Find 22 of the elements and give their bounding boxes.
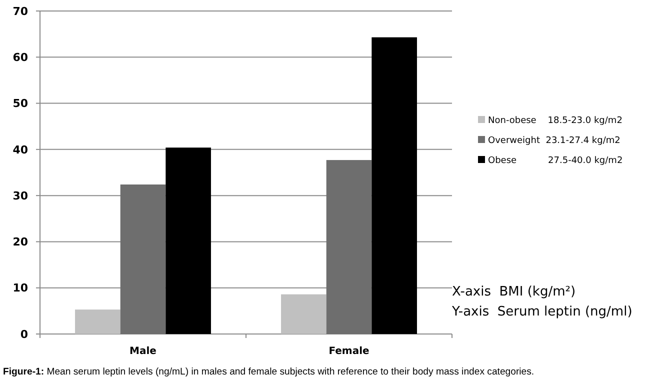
y-tick-label: 20 — [12, 236, 28, 249]
legend-label: Non-obese 18.5-23.0 kg/m2 — [488, 116, 622, 126]
legend-label: Obese 27.5-40.0 kg/m2 — [488, 156, 623, 166]
x-tick-label: Female — [328, 346, 370, 357]
x-tick-label: Male — [130, 346, 157, 357]
y-tick-label: 0 — [20, 328, 28, 341]
bar — [372, 37, 417, 334]
y-tick-label: 40 — [12, 143, 28, 156]
bar — [75, 310, 120, 334]
bar — [326, 160, 372, 334]
bar — [281, 294, 326, 334]
bar — [120, 184, 166, 334]
bar — [166, 148, 211, 334]
annotation: Y-axis Serum leptin (ng/ml) — [451, 304, 632, 320]
y-tick-label: 70 — [12, 4, 28, 18]
legend-label: Overweight 23.1-27.4 kg/m2 — [488, 136, 620, 146]
text: Figure-1: Mean serum leptin levels (ng/mL) in males and female subjects with reference to their body mass index categories. — [3, 366, 534, 378]
annotation: X-axis BMI (kg/m²) — [452, 284, 576, 300]
y-tick-label: 50 — [12, 97, 28, 110]
y-tick-label: 60 — [12, 50, 28, 64]
y-tick-label: 10 — [12, 282, 28, 295]
y-tick-label: 30 — [12, 189, 28, 202]
